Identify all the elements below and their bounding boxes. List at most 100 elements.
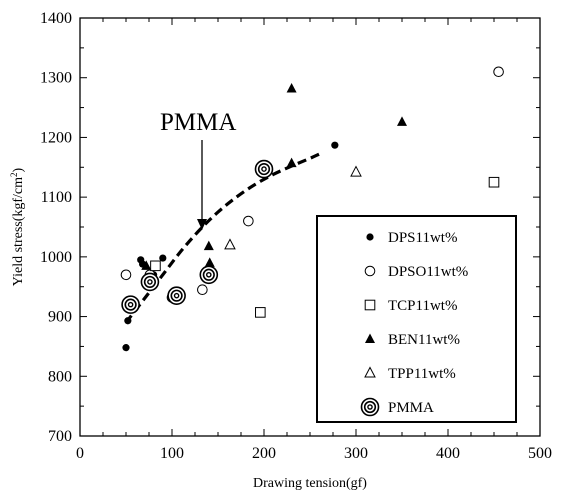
x-tick-label: 400: [436, 445, 460, 462]
legend-marker: [364, 366, 376, 378]
marker-ring-inner: [127, 301, 134, 308]
y-axis-label-main: Yield stress(kgf/cm: [11, 177, 26, 286]
legend-label: BEN11wt%: [388, 332, 460, 348]
marker-shape: [141, 260, 152, 270]
legend-box: [316, 215, 517, 423]
marker-shape: [364, 265, 376, 277]
legend-marker: [364, 265, 376, 277]
legend-label: DPS11wt%: [388, 230, 457, 246]
marker-shape: [364, 299, 376, 311]
data-point: [493, 66, 504, 78]
data-point: [167, 286, 186, 305]
marker-ring-middle: [170, 289, 183, 302]
legend-marker: [364, 299, 376, 311]
legend-marker: [360, 397, 380, 417]
y-axis-label: Yield stress(kgf/cm2): [9, 167, 26, 286]
y-tick-label: 1000: [40, 249, 72, 266]
data-point: [255, 307, 266, 318]
marker-shape: [331, 141, 339, 149]
marker-ring-middle: [124, 298, 137, 311]
y-axis-label-sup: 2: [9, 172, 19, 177]
data-point: [199, 265, 219, 285]
x-tick-label: 100: [160, 445, 184, 462]
x-tick-label: 0: [76, 445, 84, 462]
marker-shape: [150, 260, 161, 272]
data-point: [286, 157, 297, 168]
y-tick-label: 1300: [40, 70, 72, 87]
marker-ring-middle: [363, 400, 377, 414]
x-tick-label: 200: [252, 445, 276, 462]
marker-ring-inner: [147, 279, 153, 285]
marker-ring-middle: [202, 268, 215, 281]
marker-shape: [124, 317, 132, 325]
data-point: [488, 176, 500, 188]
data-point: [243, 215, 254, 227]
data-point: [224, 238, 236, 250]
marker-shape: [397, 116, 407, 126]
marker-shape: [224, 238, 236, 250]
data-point: [286, 82, 297, 93]
marker-shape: [120, 269, 132, 281]
marker-ring-inner: [173, 292, 180, 299]
data-points: [120, 66, 504, 352]
marker-ring-inner: [367, 404, 373, 410]
marker-ring-middle: [257, 162, 271, 176]
marker-shape: [365, 333, 375, 343]
x-axis-label: Drawing tension(gf): [253, 476, 367, 491]
data-point: [331, 141, 339, 149]
data-point: [397, 116, 407, 126]
legend-label: TCP11wt%: [388, 298, 457, 314]
marker-shape: [366, 233, 374, 241]
y-tick-label: 700: [48, 428, 72, 445]
data-point: [159, 254, 167, 262]
x-tick-label: 300: [344, 445, 368, 462]
marker-shape: [203, 240, 214, 251]
marker-shape: [493, 66, 504, 78]
y-tick-label: 1100: [41, 189, 72, 206]
y-tick-label: 1200: [40, 129, 72, 146]
marker-shape: [350, 165, 362, 177]
annotation-arrowhead: [197, 219, 207, 230]
y-axis-label-end: ): [11, 167, 26, 172]
trend-curve: [124, 152, 320, 324]
legend-marker: [366, 233, 374, 241]
y-tick-label: 1400: [40, 10, 72, 27]
marker-shape: [197, 284, 208, 296]
data-point: [254, 159, 274, 179]
marker-shape: [204, 257, 215, 267]
marker-ring-inner: [261, 166, 267, 172]
data-point: [124, 317, 132, 325]
x-tick-label: 500: [528, 445, 552, 462]
marker-shape: [364, 366, 376, 378]
legend-label: DPSO11wt%: [388, 264, 468, 280]
y-tick-label: 900: [48, 309, 72, 326]
marker-shape: [159, 254, 167, 262]
data-point: [141, 260, 152, 270]
annotation-label: PMMA: [160, 109, 236, 136]
marker-shape: [122, 344, 130, 352]
tick-labels: 0 100 200 300 400 500 700 800 900 1000 1100 1200 130…: [40, 10, 552, 462]
data-point: [350, 165, 362, 177]
data-point: [203, 240, 214, 251]
marker-shape: [286, 82, 297, 93]
data-point: [122, 344, 130, 352]
marker-shape: [255, 307, 266, 318]
data-point: [197, 284, 208, 296]
data-point: [150, 260, 161, 272]
data-point: [121, 295, 140, 314]
marker-ring-inner: [205, 271, 212, 278]
legend-label: TPP11wt%: [388, 366, 456, 382]
data-point: [120, 269, 132, 281]
marker-shape: [286, 157, 297, 168]
legend: DPS11wt% DPSO11wt% TCP11wt% BEN11wt% TPP11wt…: [316, 215, 517, 423]
data-point: [204, 257, 215, 267]
axis-ticks: [79, 17, 541, 437]
marker-shape: [488, 176, 500, 188]
marker-shape: [243, 215, 254, 227]
data-point: [140, 272, 160, 292]
y-tick-label: 800: [48, 368, 72, 385]
marker-ring-middle: [143, 275, 157, 289]
legend-label: PMMA: [388, 400, 434, 416]
legend-marker: [365, 333, 375, 343]
